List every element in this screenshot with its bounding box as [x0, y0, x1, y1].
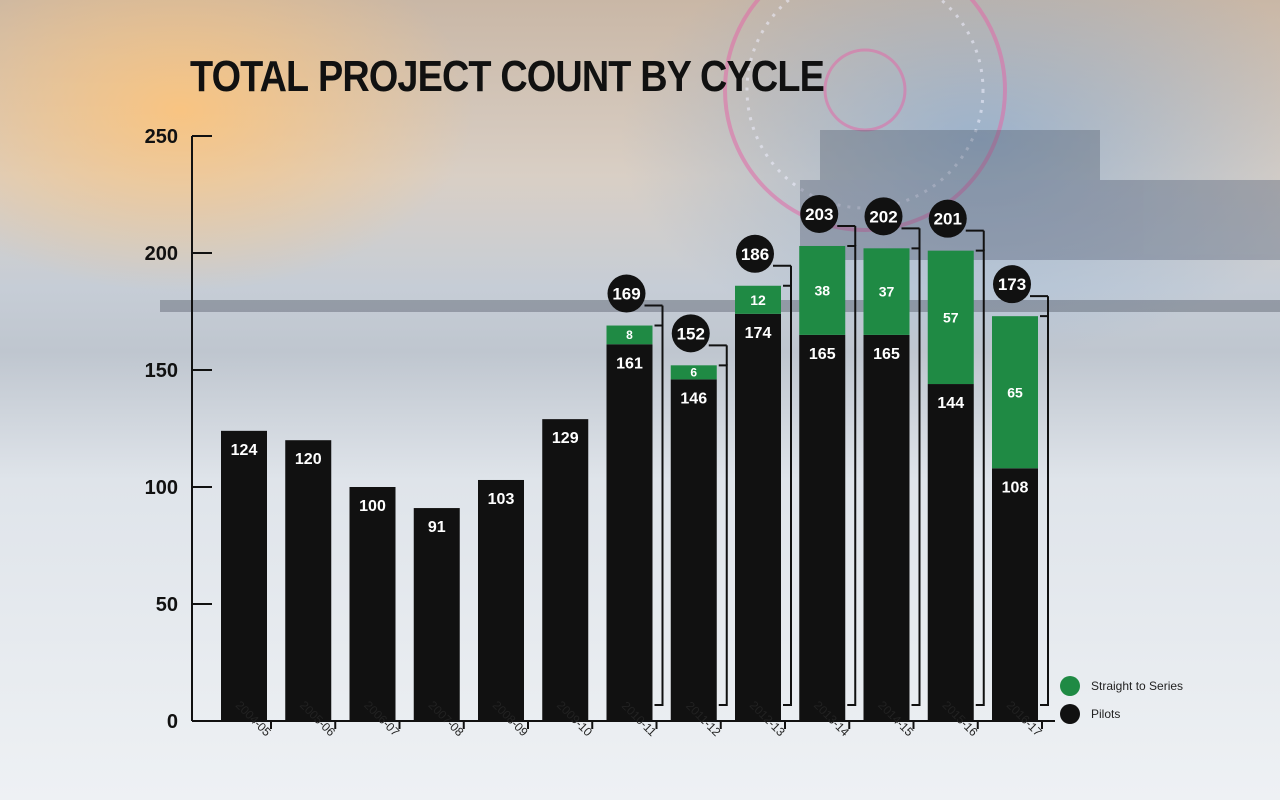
bar-label-pilots: 174	[745, 325, 772, 342]
total-label: 186	[741, 245, 769, 264]
bar-label-straight: 8	[626, 328, 633, 342]
legend-swatch-pilots	[1060, 704, 1080, 724]
bar-label-pilots: 129	[552, 430, 579, 447]
bar-pilots	[735, 313, 781, 721]
bar-pilots	[478, 479, 524, 721]
bar-pilots	[670, 379, 717, 721]
title-bold: TOTAL	[190, 52, 309, 101]
bar-straight	[606, 325, 653, 345]
y-tick-label: 250	[145, 126, 178, 148]
total-label: 203	[805, 205, 833, 224]
bar-label-pilots: 146	[680, 390, 707, 407]
bar-label-straight: 6	[690, 366, 697, 380]
bar-pilots	[863, 334, 910, 721]
total-label: 173	[998, 275, 1026, 294]
y-tick-label: 0	[167, 711, 178, 733]
total-label: 201	[934, 210, 962, 229]
bar-pilots	[221, 430, 267, 721]
total-badge	[671, 314, 710, 353]
bar-label-straight: 57	[943, 309, 959, 325]
total-bracket	[1040, 315, 1049, 706]
legend-label-pilots: Pilots	[1091, 707, 1121, 721]
bar-straight	[670, 365, 717, 380]
legend: Straight to Series Pilots	[1060, 672, 1183, 728]
total-bracket	[847, 244, 857, 706]
bar-straight	[799, 245, 846, 335]
bar-pilots	[285, 440, 332, 721]
bar-pilots	[542, 419, 589, 721]
total-badge	[864, 197, 903, 236]
total-label: 169	[612, 285, 640, 304]
y-tick-label: 200	[145, 243, 178, 265]
total-bracket	[783, 284, 792, 706]
total-badge	[800, 194, 839, 233]
total-badge	[928, 199, 967, 238]
bar-label-pilots: 100	[359, 498, 386, 515]
y-tick-label: 50	[156, 594, 178, 616]
bar-label-straight: 65	[1007, 384, 1023, 400]
bar-straight	[992, 316, 1038, 469]
title-rest: PROJECT COUNT BY CYCLE	[308, 52, 825, 101]
bar-pilots	[413, 508, 460, 721]
legend-swatch-straight	[1060, 676, 1080, 696]
total-badge	[736, 234, 774, 273]
bar-label-pilots: 91	[428, 519, 446, 536]
bar-pilots	[927, 384, 974, 721]
chart-title: TOTAL PROJECT COUNT BY CYCLE	[190, 52, 825, 102]
bar-pilots	[799, 334, 846, 721]
bar-label-straight: 38	[814, 282, 830, 298]
total-bracket	[911, 247, 921, 706]
bar-label-pilots: 120	[295, 451, 322, 468]
bar-pilots	[349, 487, 396, 721]
bar-label-pilots: 103	[488, 491, 515, 508]
bar-label-pilots: 165	[873, 346, 900, 363]
bar-label-straight: 37	[879, 284, 895, 300]
bar-label-pilots: 165	[809, 346, 836, 363]
total-bracket	[975, 249, 985, 706]
bar-label-straight: 12	[750, 292, 766, 308]
pier-structure	[160, 130, 1280, 312]
total-badge	[993, 265, 1031, 304]
y-tick-label: 100	[145, 477, 178, 499]
bar-pilots	[606, 344, 653, 721]
legend-label-straight: Straight to Series	[1091, 679, 1184, 693]
bar-label-pilots: 124	[231, 442, 258, 459]
y-tick-label: 150	[145, 360, 178, 382]
legend-item-straight: Straight to Series	[1060, 672, 1183, 700]
total-badge	[607, 274, 646, 313]
legend-item-pilots: Pilots	[1060, 700, 1183, 728]
bar-straight	[735, 285, 781, 314]
bar-straight	[927, 250, 974, 385]
bar-pilots	[992, 468, 1038, 721]
total-label: 202	[869, 207, 897, 226]
bar-label-pilots: 144	[937, 395, 964, 412]
total-label: 152	[677, 324, 705, 343]
bar-label-pilots: 108	[1002, 479, 1029, 496]
total-bracket	[718, 364, 728, 706]
total-bracket	[654, 324, 664, 706]
ferris-wheel	[723, 0, 1007, 232]
bar-label-pilots: 161	[616, 355, 643, 372]
bar-straight	[863, 248, 910, 335]
